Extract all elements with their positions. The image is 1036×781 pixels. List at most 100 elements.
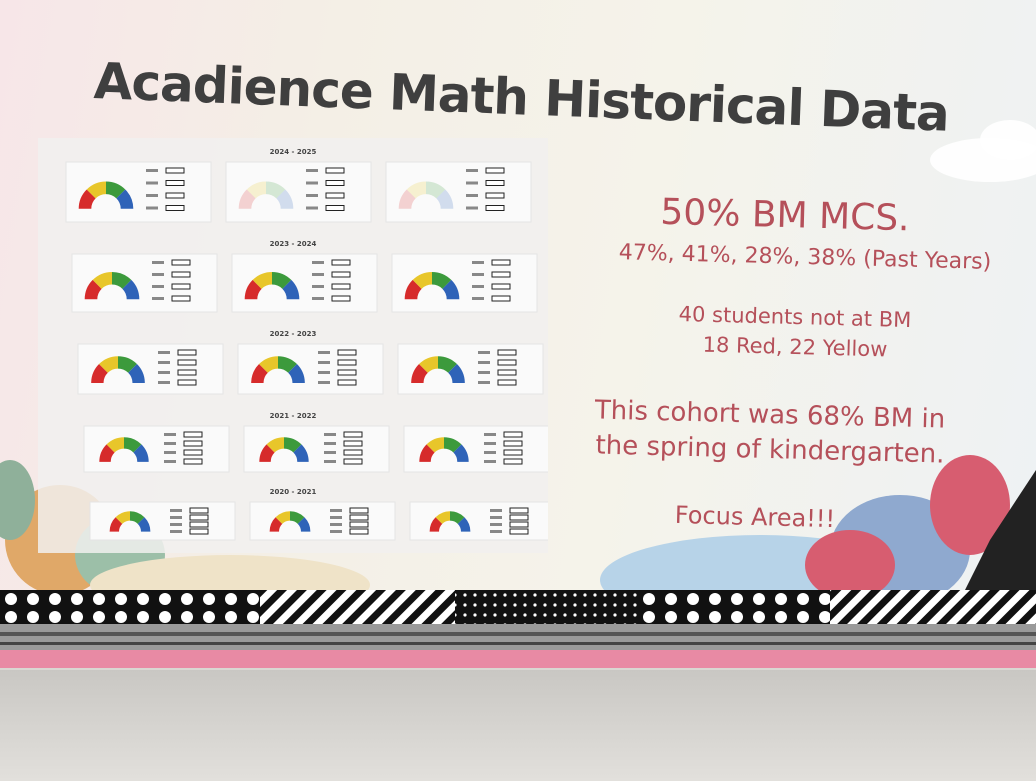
legend-chip (492, 284, 510, 289)
legend-chip (486, 181, 504, 186)
legend-chip (350, 522, 368, 527)
legend-chip (492, 296, 510, 301)
gauge-segment (137, 448, 143, 461)
legend-line (318, 351, 330, 354)
legend-chip (498, 360, 516, 365)
year-label: 2023 - 2024 (270, 240, 317, 248)
gauge-segment (251, 188, 266, 194)
year-label: 2022 - 2023 (270, 330, 317, 338)
gauge-segment (457, 448, 463, 461)
gauge-segment (411, 188, 426, 194)
legend-chip (184, 441, 202, 446)
legend-chip (510, 529, 528, 534)
gauge-segment (444, 443, 457, 449)
legend-line (330, 530, 342, 533)
legend-line (146, 169, 158, 172)
gauge-segment (439, 516, 450, 521)
gauge-segment (251, 284, 257, 299)
legend-line (490, 516, 502, 519)
legend-chip (486, 206, 504, 211)
legend-chip (172, 272, 190, 277)
legend-chip (510, 522, 528, 527)
gauge-segment (438, 362, 453, 368)
legend-chip (504, 441, 522, 446)
legend-line (312, 273, 324, 276)
legend-line (472, 261, 484, 264)
legend-line (170, 530, 182, 533)
legend-line (164, 442, 176, 445)
legend-line (478, 361, 490, 364)
gauge-segment (434, 521, 439, 532)
legend-line (152, 273, 164, 276)
legend-line (312, 261, 324, 264)
gauge-segment (271, 443, 284, 449)
legend-line (484, 460, 496, 463)
legend-line (318, 361, 330, 364)
legend-line (324, 460, 336, 463)
legend-line (330, 509, 342, 512)
gauge-segment (124, 443, 137, 449)
poster: Acadience Math Historical Data 2024 - 20… (0, 0, 1036, 600)
legend-chip (344, 441, 362, 446)
gauge-segment (447, 284, 453, 299)
legend-line (478, 351, 490, 354)
legend-chip (338, 370, 356, 375)
legend-line (158, 351, 170, 354)
legend-line (330, 516, 342, 519)
legend-line (146, 194, 158, 197)
gauge-segment (111, 443, 124, 449)
legend-chip (486, 193, 504, 198)
legend-line (472, 297, 484, 300)
legend-chip (178, 360, 196, 365)
legend-line (146, 182, 158, 185)
legend-chip (166, 193, 184, 198)
legend-chip (492, 260, 510, 265)
legend-chip (332, 296, 350, 301)
gauge-segment (272, 278, 287, 284)
legend-chip (504, 459, 522, 464)
legend-line (324, 451, 336, 454)
gauge-segment (141, 521, 146, 532)
legend-line (490, 509, 502, 512)
gauge-segment (97, 368, 103, 383)
gauge-segment (130, 516, 141, 521)
legend-chip (344, 432, 362, 437)
gauge-segment (301, 521, 306, 532)
legend-line (484, 451, 496, 454)
legend-chip (344, 450, 362, 455)
gauge-segment (417, 368, 423, 383)
legend-line (318, 381, 330, 384)
gauge-segment (91, 188, 106, 194)
gauge-segment (450, 516, 461, 521)
legend-line (324, 442, 336, 445)
gauge-segment (112, 278, 127, 284)
report-card (90, 502, 235, 540)
legend-chip (166, 168, 184, 173)
legend-chip (332, 272, 350, 277)
legend-chip (326, 206, 344, 211)
legend-chip (326, 168, 344, 173)
legend-chip (166, 206, 184, 211)
legend-chip (190, 529, 208, 534)
legend-line (152, 261, 164, 264)
legend-chip (172, 284, 190, 289)
year-label: 2021 - 2022 (270, 412, 317, 420)
legend-chip (350, 515, 368, 520)
legend-chip (190, 515, 208, 520)
gauge-segment (105, 448, 111, 461)
legend-line (164, 451, 176, 454)
legend-chip (172, 260, 190, 265)
legend-line (164, 460, 176, 463)
gauge-segment (257, 368, 263, 383)
year-label: 2024 - 2025 (270, 148, 317, 156)
gauge-segment (114, 521, 119, 532)
gauge-segment (245, 194, 251, 209)
gauge-segment (106, 188, 121, 194)
legend-line (306, 194, 318, 197)
legend-chip (350, 508, 368, 513)
headline: 50% BM MCS. (620, 191, 951, 241)
report-card (250, 502, 395, 540)
gauge-segment (274, 521, 279, 532)
gauge-segment (425, 448, 431, 461)
legend-chip (190, 522, 208, 527)
